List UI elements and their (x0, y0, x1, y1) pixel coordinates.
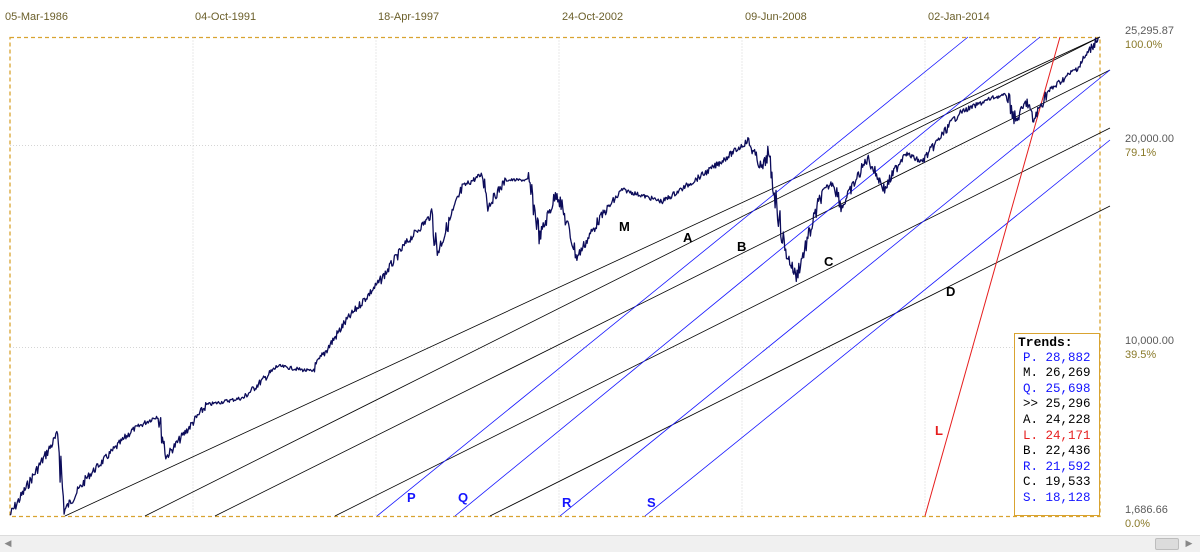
trend-label-m: M (619, 219, 630, 234)
trendline-p (376, 36, 969, 517)
trendline-c (334, 127, 1111, 517)
trend-labels: M A B C D P Q R S L (407, 219, 955, 510)
trendline-r (559, 69, 1111, 517)
date-label-5: 09-Jun-2008 (745, 11, 807, 23)
trend-label-d: D (946, 284, 955, 299)
date-label-4: 24-Oct-2002 (562, 11, 623, 23)
legend-row: Q. 25,698 (1023, 381, 1091, 396)
legend-title: Trends: (1018, 335, 1073, 350)
trend-label-r: R (562, 495, 572, 510)
trendline-a (144, 36, 1101, 517)
trend-label-q: Q (458, 490, 468, 505)
legend-row: M. 26,269 (1023, 366, 1091, 381)
trend-label-b: B (737, 239, 746, 254)
legend-row: >> 25,296 (1023, 397, 1091, 412)
date-label-1: 05-Mar-1986 (5, 11, 68, 23)
arrow-right-icon[interactable]: ▶ (1185, 538, 1193, 548)
price-line (9, 37, 1099, 516)
legend-row: B. 22,436 (1023, 444, 1091, 459)
horizontal-gridlines (10, 145, 1100, 348)
trend-label-l: L (935, 423, 943, 438)
price-label-10000: 10,000.00 (1125, 335, 1174, 347)
trendline-d (489, 205, 1111, 517)
trendline-s (644, 139, 1111, 517)
trend-label-a: A (683, 230, 693, 245)
date-label-6: 02-Jan-2014 (928, 11, 990, 23)
arrow-left-icon[interactable]: ◀ (4, 538, 12, 548)
trendline-m (64, 36, 1101, 517)
trend-label-s: S (647, 495, 656, 510)
date-label-2: 04-Oct-1991 (195, 11, 256, 23)
legend-rows: P. 28,882 M. 26,269 Q. 25,698 >> 25,296 A. 2… (1017, 351, 1099, 507)
pct-label-top: 100.0% (1125, 39, 1163, 51)
vertical-gridlines (192, 37, 926, 517)
plot-border (9, 36, 1101, 518)
pct-label-bottom: 0.0% (1125, 518, 1150, 530)
price-label-20000: 20,000.00 (1125, 133, 1174, 145)
price-series (9, 37, 1099, 516)
date-label-3: 18-Apr-1997 (378, 11, 439, 23)
horizontal-scrollbar[interactable]: ◀ ▶ (0, 535, 1200, 552)
legend-row: L. 24,171 (1023, 428, 1091, 443)
legend-row: S. 18,128 (1023, 490, 1091, 505)
price-label-bottom: 1,686.66 (1125, 504, 1168, 516)
legend-row: P. 28,882 (1023, 350, 1091, 365)
pct-label-10000: 39.5% (1125, 349, 1156, 361)
x-axis-labels: 05-Mar-1986 04-Oct-1991 18-Apr-1997 24-O… (5, 11, 990, 23)
black-trendlines (64, 36, 1111, 517)
legend-row: R. 21,592 (1023, 459, 1091, 474)
blue-trendlines (376, 36, 1111, 517)
trends-legend: Trends: P. 28,882 M. 26,269 Q. 25,698 >> 25… (1014, 333, 1100, 516)
scrollbar-thumb[interactable] (1155, 538, 1179, 550)
price-label-top: 25,295.87 (1125, 25, 1174, 37)
trend-label-c: C (824, 254, 834, 269)
y-axis-labels: 25,295.87 100.0% 20,000.00 79.1% 10,000.… (1125, 25, 1174, 530)
trendline-q (454, 36, 1041, 517)
legend-row: C. 19,533 (1023, 475, 1091, 490)
pct-label-20000: 79.1% (1125, 147, 1156, 159)
trend-label-p: P (407, 490, 416, 505)
trendline-b (214, 69, 1111, 517)
legend-row: A. 24,228 (1023, 412, 1091, 427)
